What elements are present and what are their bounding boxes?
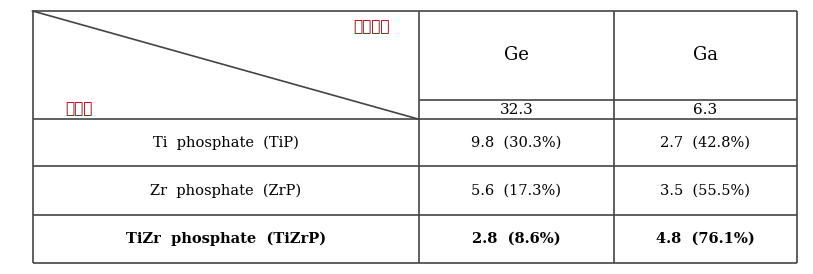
- Text: 6.3: 6.3: [693, 102, 717, 117]
- Text: 2.7  (42.8%): 2.7 (42.8%): [660, 135, 750, 150]
- Text: 4.8  (76.1%): 4.8 (76.1%): [656, 232, 754, 246]
- Text: Ge: Ge: [504, 47, 528, 64]
- Text: 기준물질: 기준물질: [354, 20, 390, 34]
- Text: TiZr  phosphate  (TiZrP): TiZr phosphate (TiZrP): [125, 232, 326, 246]
- Text: Zr  phosphate  (ZrP): Zr phosphate (ZrP): [150, 183, 301, 198]
- Text: 32.3: 32.3: [499, 102, 533, 117]
- Text: 3.5  (55.5%): 3.5 (55.5%): [660, 183, 750, 198]
- Text: 5.6  (17.3%): 5.6 (17.3%): [472, 183, 561, 198]
- Text: Ti  phosphate  (TiP): Ti phosphate (TiP): [153, 135, 298, 150]
- Text: 9.8  (30.3%): 9.8 (30.3%): [471, 135, 562, 150]
- Text: Ga: Ga: [693, 47, 718, 64]
- Text: 2.8  (8.6%): 2.8 (8.6%): [472, 232, 561, 246]
- Text: 흡착제: 흡착제: [65, 102, 93, 116]
